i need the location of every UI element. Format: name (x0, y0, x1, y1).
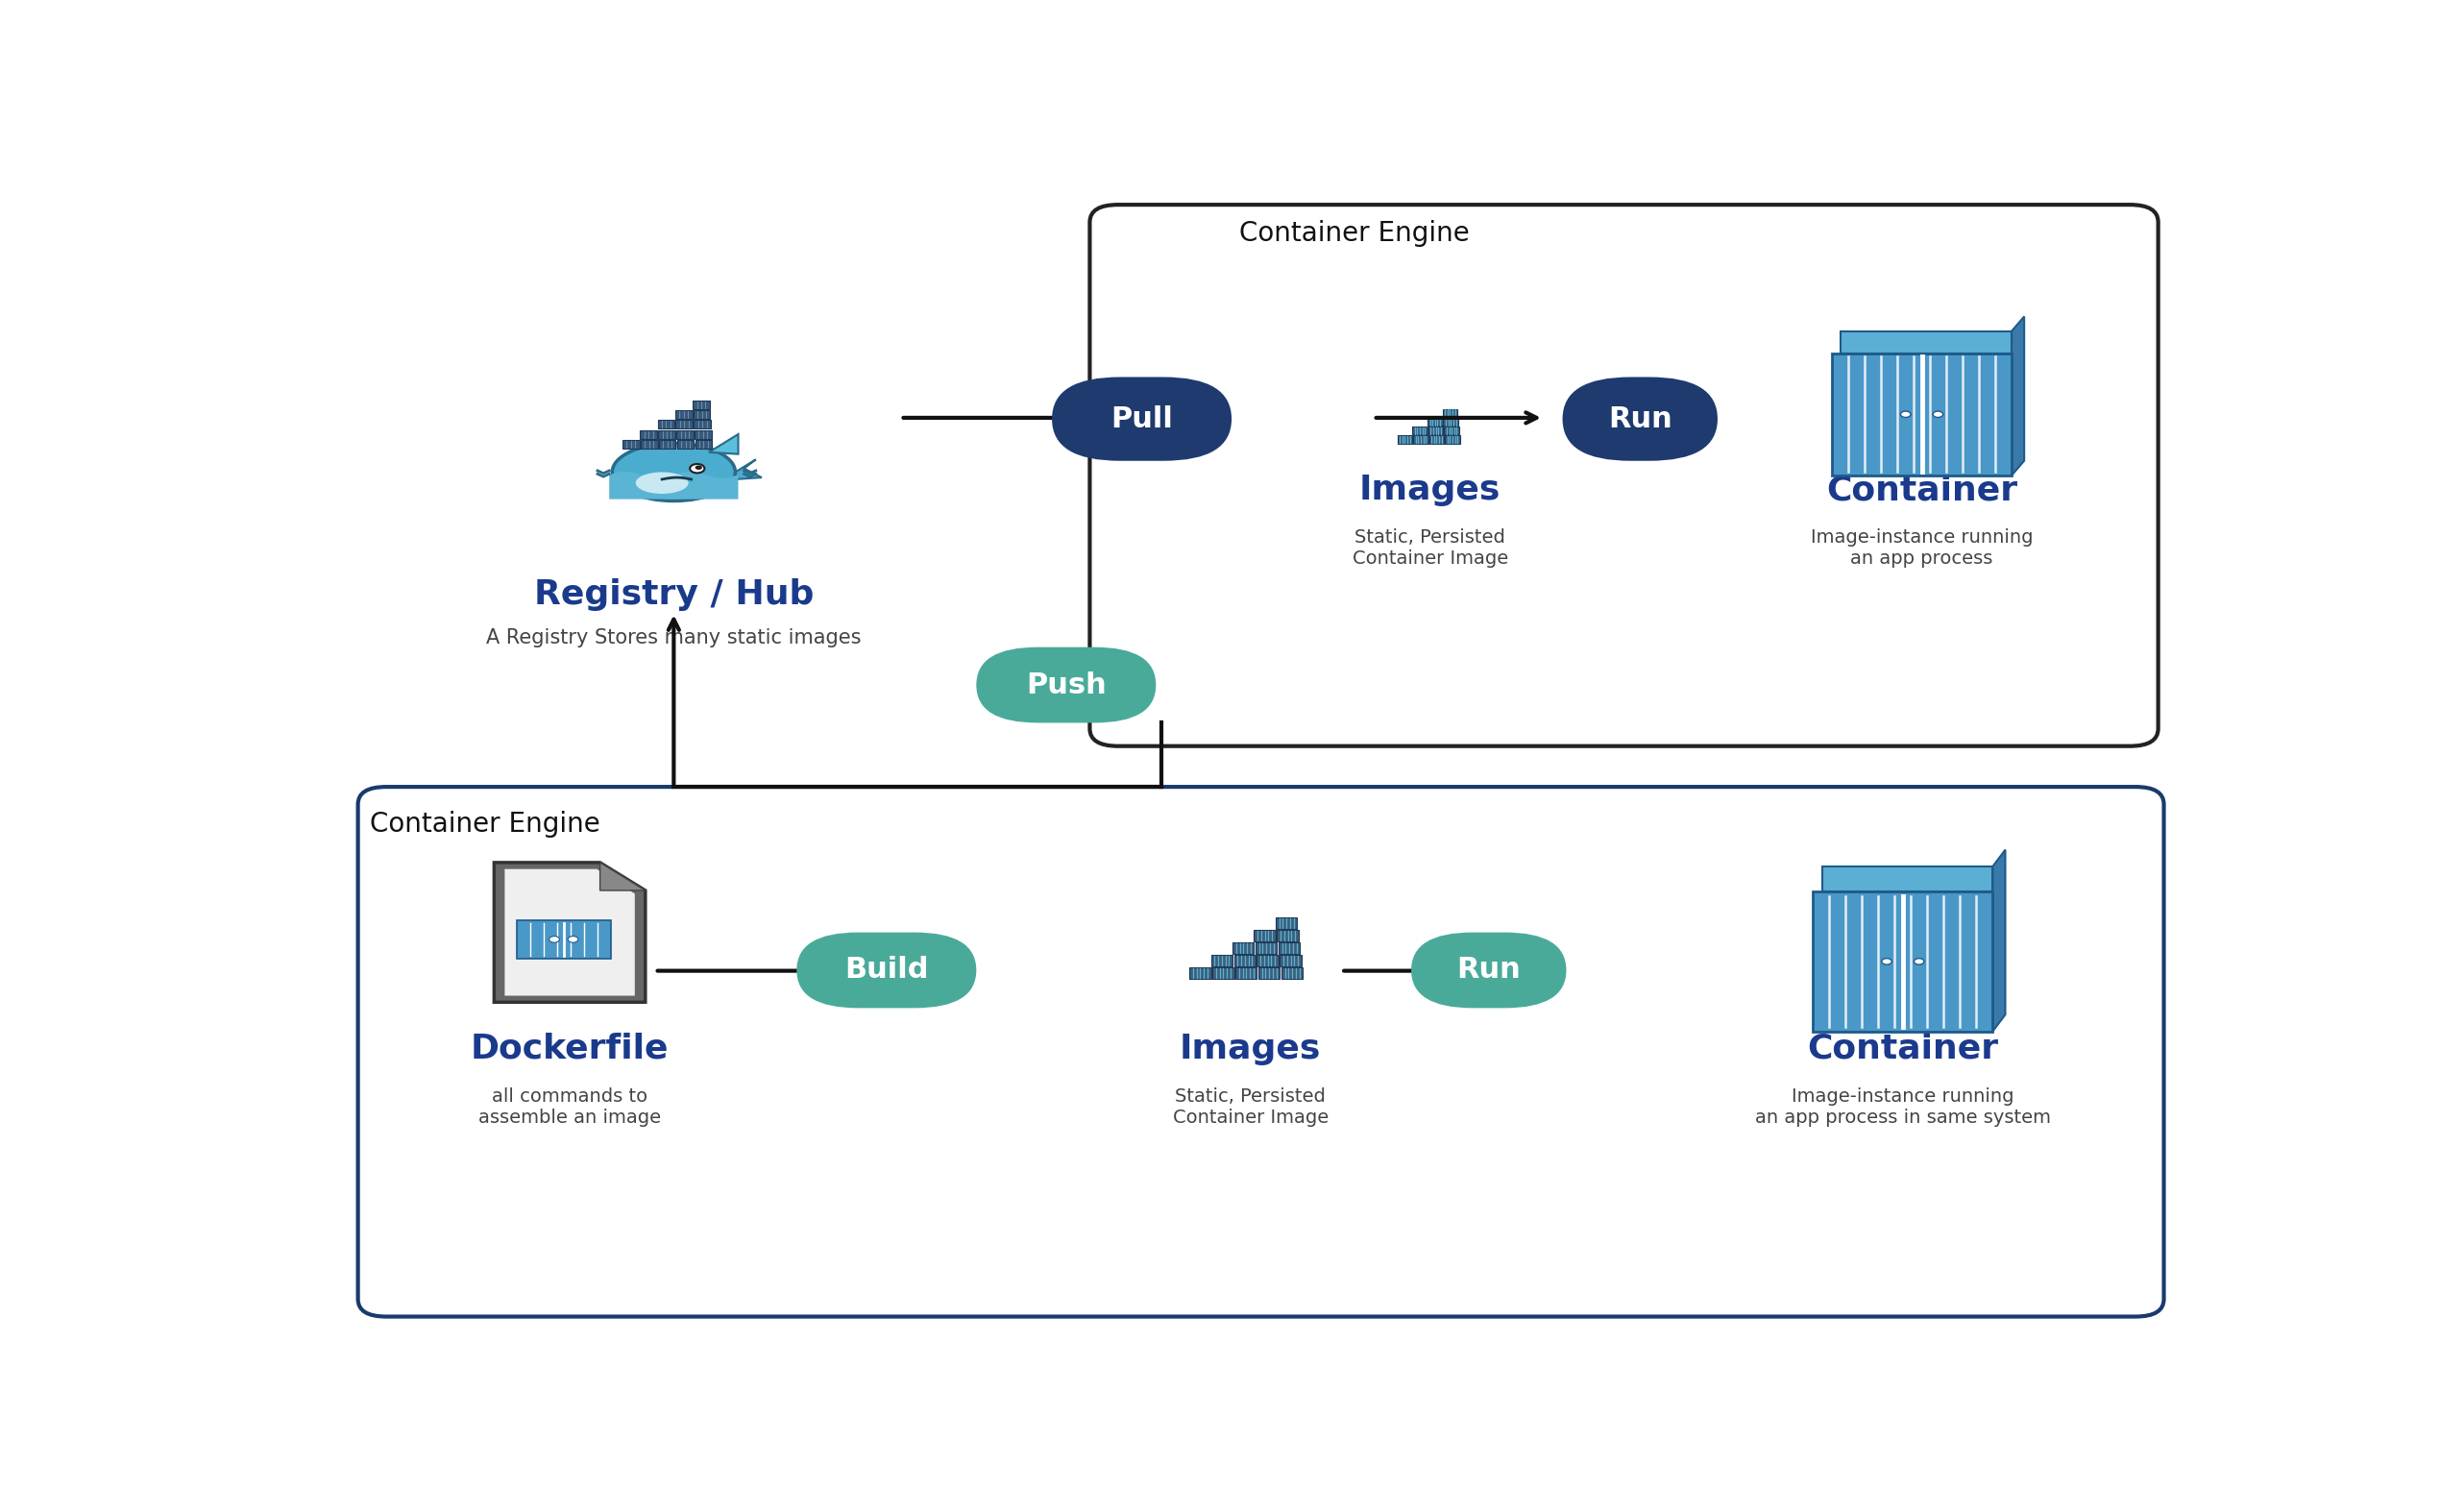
Polygon shape (610, 472, 739, 499)
FancyBboxPatch shape (1235, 956, 1257, 966)
FancyBboxPatch shape (693, 410, 710, 419)
FancyBboxPatch shape (976, 647, 1157, 723)
FancyBboxPatch shape (1279, 942, 1301, 954)
FancyBboxPatch shape (1281, 956, 1301, 966)
FancyBboxPatch shape (676, 410, 693, 419)
FancyBboxPatch shape (1259, 968, 1281, 978)
FancyBboxPatch shape (1276, 916, 1298, 928)
FancyBboxPatch shape (1427, 426, 1444, 434)
FancyBboxPatch shape (1257, 942, 1276, 954)
FancyBboxPatch shape (1413, 426, 1427, 434)
Polygon shape (1840, 331, 2011, 354)
FancyBboxPatch shape (1430, 435, 1444, 443)
Text: Images: Images (1359, 473, 1501, 507)
FancyBboxPatch shape (1235, 968, 1257, 978)
Polygon shape (2011, 316, 2025, 475)
Text: Image-instance running
an app process: Image-instance running an app process (1810, 529, 2033, 569)
Circle shape (1881, 959, 1891, 965)
FancyBboxPatch shape (1254, 930, 1276, 940)
Polygon shape (493, 862, 644, 1002)
FancyBboxPatch shape (642, 440, 659, 449)
FancyBboxPatch shape (659, 440, 676, 449)
FancyBboxPatch shape (1444, 417, 1459, 426)
FancyBboxPatch shape (622, 440, 639, 449)
FancyBboxPatch shape (1413, 435, 1427, 443)
Polygon shape (1993, 850, 2006, 1031)
FancyBboxPatch shape (676, 429, 693, 438)
Text: Container: Container (1808, 1033, 1998, 1064)
FancyBboxPatch shape (1281, 968, 1303, 978)
FancyBboxPatch shape (1213, 968, 1235, 978)
FancyBboxPatch shape (1562, 376, 1718, 461)
Text: Dockerfile: Dockerfile (471, 1033, 669, 1064)
Text: Images: Images (1179, 1033, 1322, 1064)
Text: Static, Persisted
Container Image: Static, Persisted Container Image (1352, 529, 1508, 569)
FancyBboxPatch shape (517, 919, 610, 959)
FancyBboxPatch shape (1257, 956, 1279, 966)
Polygon shape (505, 869, 634, 996)
FancyBboxPatch shape (695, 440, 712, 449)
Circle shape (691, 464, 705, 473)
Polygon shape (1823, 866, 1993, 892)
FancyBboxPatch shape (1398, 435, 1413, 443)
Text: Run: Run (1457, 956, 1520, 984)
Circle shape (1901, 411, 1911, 417)
Polygon shape (732, 460, 761, 479)
Text: A Registry Stores many static images: A Registry Stores many static images (486, 627, 861, 647)
Text: Registry / Hub: Registry / Hub (534, 579, 813, 611)
Text: Container Engine: Container Engine (368, 810, 600, 838)
FancyBboxPatch shape (1276, 930, 1298, 940)
Text: Container: Container (1825, 473, 2018, 507)
FancyBboxPatch shape (1832, 354, 2011, 475)
FancyBboxPatch shape (1442, 408, 1457, 417)
FancyBboxPatch shape (693, 401, 710, 408)
Text: Build: Build (844, 956, 930, 984)
FancyBboxPatch shape (1210, 956, 1232, 966)
Text: all commands to
assemble an image: all commands to assemble an image (478, 1087, 661, 1126)
FancyBboxPatch shape (676, 440, 693, 449)
FancyBboxPatch shape (639, 429, 656, 438)
Text: Container Engine: Container Engine (1240, 221, 1469, 248)
FancyBboxPatch shape (1188, 968, 1210, 978)
FancyBboxPatch shape (1444, 426, 1459, 434)
Circle shape (569, 936, 578, 942)
FancyBboxPatch shape (1427, 417, 1442, 426)
Circle shape (1932, 411, 1942, 417)
FancyBboxPatch shape (795, 933, 976, 1009)
Polygon shape (710, 434, 739, 454)
Text: Run: Run (1608, 405, 1671, 432)
Text: Pull: Pull (1110, 405, 1174, 432)
Circle shape (695, 466, 703, 470)
Ellipse shape (637, 472, 688, 494)
FancyBboxPatch shape (1410, 933, 1566, 1009)
FancyBboxPatch shape (659, 420, 673, 429)
FancyBboxPatch shape (1813, 892, 1993, 1031)
FancyBboxPatch shape (695, 429, 712, 438)
Text: Image-instance running
an app process in same system: Image-instance running an app process in… (1754, 1087, 2052, 1126)
Polygon shape (600, 862, 644, 891)
Text: Push: Push (1025, 671, 1105, 699)
FancyBboxPatch shape (1232, 942, 1254, 954)
FancyBboxPatch shape (659, 429, 676, 438)
Ellipse shape (612, 443, 734, 500)
Circle shape (549, 936, 559, 942)
Text: Static, Persisted
Container Image: Static, Persisted Container Image (1174, 1087, 1327, 1126)
FancyBboxPatch shape (1052, 376, 1232, 461)
FancyBboxPatch shape (693, 420, 710, 429)
FancyBboxPatch shape (676, 420, 693, 429)
Circle shape (1913, 959, 1925, 965)
FancyBboxPatch shape (1444, 435, 1459, 443)
